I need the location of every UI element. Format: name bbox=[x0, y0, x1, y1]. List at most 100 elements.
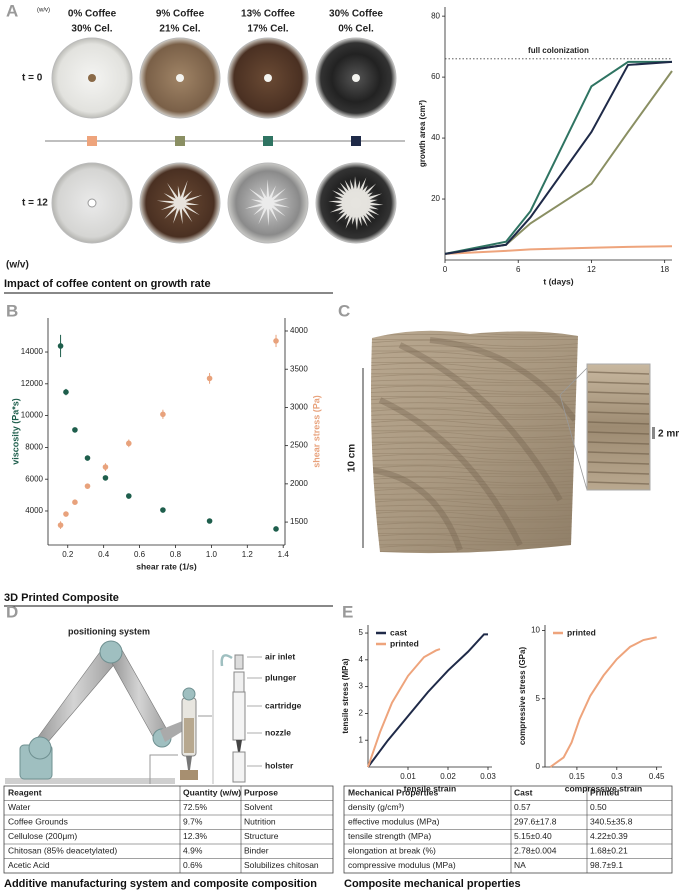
y2-tick-label: 3000 bbox=[290, 403, 308, 412]
layer-line bbox=[371, 539, 578, 543]
layer-line bbox=[371, 470, 578, 475]
column-label: 21% Cel. bbox=[159, 24, 200, 35]
table-cell: 0.6% bbox=[183, 860, 203, 870]
x-tick-label: 0.6 bbox=[134, 550, 146, 559]
y-tick-label: 6000 bbox=[25, 474, 43, 483]
layer-line bbox=[371, 390, 578, 395]
layer-line bbox=[371, 362, 578, 370]
data-point bbox=[72, 427, 78, 433]
layer-line bbox=[371, 459, 578, 464]
layer-line bbox=[371, 493, 578, 498]
layer-line bbox=[587, 471, 650, 475]
layer-line bbox=[371, 442, 578, 450]
chart: 0.01 0.02 0.03 1 2 3 4 5 tensile strain tensile s… bbox=[341, 625, 496, 793]
table-cell: Coffee Grounds bbox=[8, 817, 68, 827]
layer-line bbox=[371, 499, 578, 507]
y-axis-label: growth area (cm²) bbox=[418, 100, 427, 167]
table-cell: compressive modulus (MPa) bbox=[348, 860, 456, 870]
layer-line bbox=[371, 482, 578, 486]
data-point bbox=[63, 511, 69, 517]
inset-texture bbox=[587, 371, 650, 485]
column-label: 17% Cel. bbox=[247, 24, 288, 35]
chart: 0.2 0.4 0.6 0.8 1.0 1.2 1.4 4000 6000 8000 10000 12… bbox=[10, 318, 321, 571]
legend-label: printed bbox=[390, 638, 419, 648]
table-cell: 4.22±0.39 bbox=[590, 831, 628, 841]
layer-line bbox=[371, 402, 578, 407]
inoculum bbox=[176, 74, 184, 82]
x-axis-label: t (days) bbox=[543, 276, 573, 286]
layer-line bbox=[371, 527, 578, 532]
legend-swatch bbox=[263, 136, 273, 146]
caption: Impact of coffee content on growth rate bbox=[4, 278, 211, 290]
x-axis-label: compressive strain bbox=[565, 783, 642, 793]
dish-photos: 0% Coffee 30% Cel. 9% Coffee 21% Cel. 13% Co… bbox=[51, 9, 397, 244]
y2-axis-label: shear stress (Pa) bbox=[311, 395, 321, 468]
layer-line bbox=[587, 461, 650, 465]
caption: 3D Printed Composite bbox=[4, 592, 119, 604]
table-cell: 4.9% bbox=[183, 846, 203, 856]
layer-line bbox=[587, 411, 650, 415]
layer-line bbox=[371, 511, 578, 518]
table-cell: Nutrition bbox=[244, 817, 276, 827]
column-label: 9% Coffee bbox=[156, 9, 205, 20]
reagent-table: Reagent Quantity (w/w) Purpose Water 72.5% So… bbox=[3, 785, 334, 874]
table-cell: Binder bbox=[244, 846, 269, 856]
nozzle bbox=[186, 756, 192, 770]
inoculum bbox=[352, 74, 360, 82]
column-label: 30% Coffee bbox=[329, 9, 383, 20]
x-tick-label: 0.45 bbox=[649, 772, 665, 781]
data-point bbox=[160, 411, 166, 418]
layer-line bbox=[371, 413, 578, 418]
reference-label: full colonization bbox=[528, 46, 589, 55]
y-tick-label: 12000 bbox=[21, 379, 44, 388]
layer-line bbox=[587, 401, 650, 405]
platform bbox=[5, 778, 175, 784]
data-point bbox=[206, 375, 213, 382]
x-tick-label: 0.01 bbox=[400, 772, 416, 781]
y2-tick-label: 1500 bbox=[290, 517, 308, 526]
layer-line bbox=[587, 391, 650, 395]
table-cell: Structure bbox=[244, 831, 279, 841]
layer-line bbox=[587, 441, 650, 445]
part-labels: air inlet plunger cartridge nozzle holster bbox=[247, 651, 302, 770]
y-tick-label: 10000 bbox=[21, 411, 44, 420]
robot-joint bbox=[99, 640, 123, 664]
data-point bbox=[273, 526, 279, 532]
panel-letter: A bbox=[6, 1, 18, 20]
mycelium bbox=[328, 176, 384, 231]
part-label: air inlet bbox=[265, 651, 295, 661]
y-tick-label: 4 bbox=[359, 655, 364, 664]
series-line bbox=[367, 633, 488, 768]
caption: Additive manufacturing system and compos… bbox=[4, 878, 317, 890]
mycelium bbox=[156, 180, 203, 225]
part-label: plunger bbox=[265, 672, 297, 682]
data-point bbox=[102, 464, 109, 470]
layer-line bbox=[371, 345, 578, 350]
x-tick-label: 6 bbox=[516, 265, 521, 274]
table-cell: 98.7±9.1 bbox=[590, 860, 623, 870]
callout bbox=[149, 754, 178, 784]
table-cell: Solvent bbox=[244, 802, 273, 812]
layer-line bbox=[371, 379, 578, 384]
y-tick-label: 80 bbox=[431, 11, 440, 20]
table-cell: 12.3% bbox=[183, 831, 208, 841]
robot-arm bbox=[29, 651, 119, 749]
data-point bbox=[57, 522, 64, 528]
layer-line bbox=[371, 374, 578, 381]
y-axis-label: tensile stress (MPa) bbox=[341, 658, 350, 733]
robot-joint bbox=[182, 687, 196, 701]
table-header: Purpose bbox=[244, 788, 278, 798]
panel-letter: B bbox=[6, 301, 18, 320]
x-tick-label: 0.4 bbox=[98, 550, 110, 559]
air-hose bbox=[220, 654, 233, 667]
robot-joint bbox=[28, 736, 52, 760]
mycelium bbox=[244, 179, 290, 226]
layer-line bbox=[371, 436, 578, 441]
layer-line bbox=[371, 368, 578, 372]
series-line bbox=[444, 245, 673, 255]
layer-line bbox=[371, 356, 578, 361]
table-cell: 1.68±0.21 bbox=[590, 846, 628, 856]
y-tick-label: 8000 bbox=[25, 443, 43, 452]
data-point bbox=[125, 440, 132, 447]
